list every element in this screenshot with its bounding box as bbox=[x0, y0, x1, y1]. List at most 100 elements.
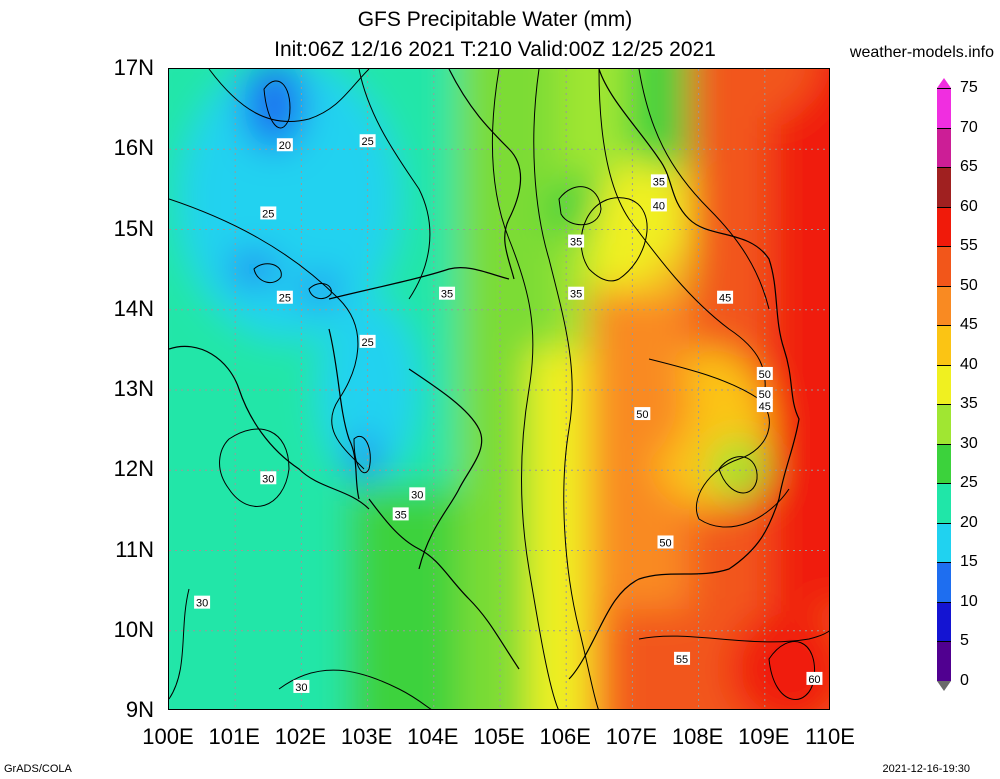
water-field bbox=[169, 69, 829, 709]
latitude-label: 11N bbox=[115, 536, 154, 562]
contour-value-label: 45 bbox=[717, 290, 734, 305]
svg-text:25: 25 bbox=[361, 337, 373, 349]
svg-text:40: 40 bbox=[653, 200, 665, 212]
contour-value-label: 35 bbox=[439, 286, 456, 301]
colorbar-swatch bbox=[937, 206, 951, 246]
longitude-label: 106E bbox=[539, 724, 591, 749]
colorbar-min-arrow bbox=[937, 680, 951, 691]
contour-value-label: 60 bbox=[806, 671, 823, 686]
svg-text:20: 20 bbox=[279, 140, 291, 152]
map-subtitle: Init:06Z 12/16 2021 T:210 Valid:00Z 12/2… bbox=[274, 38, 716, 61]
colorbar-tick-label: 25 bbox=[960, 474, 978, 491]
svg-text:25: 25 bbox=[279, 293, 291, 305]
contour-value-label: 30 bbox=[194, 595, 211, 610]
contour-value-label: 30 bbox=[293, 679, 310, 694]
contour-lines bbox=[169, 69, 829, 709]
longitude-label: 103E bbox=[340, 724, 393, 749]
longitude-label: 104E bbox=[407, 724, 459, 749]
colorbar-swatch bbox=[937, 364, 951, 404]
latitude-label: 12N bbox=[113, 456, 154, 482]
colorbar-swatch bbox=[937, 601, 951, 641]
contour-value-label: 35 bbox=[650, 174, 667, 188]
colorbar-swatch bbox=[937, 167, 951, 207]
svg-text:35: 35 bbox=[570, 237, 582, 249]
colorbar-swatch bbox=[937, 127, 951, 167]
svg-text:30: 30 bbox=[295, 682, 307, 694]
latitude-label: 15N bbox=[113, 215, 154, 241]
svg-text:50: 50 bbox=[636, 409, 648, 421]
coastlines-borders bbox=[169, 69, 800, 680]
longitude-label: 108E bbox=[671, 724, 724, 749]
footer-software: GrADS/COLA bbox=[4, 763, 72, 775]
svg-text:50: 50 bbox=[759, 389, 771, 401]
colorbar-tick-label: 0 bbox=[960, 671, 969, 689]
contour-value-label: 25 bbox=[359, 134, 376, 148]
colorbar-swatch bbox=[937, 641, 951, 681]
colorbar-tick-label: 45 bbox=[960, 316, 978, 333]
longitude-label: 101E bbox=[208, 724, 260, 749]
svg-text:35: 35 bbox=[570, 289, 582, 301]
colorbar-swatch bbox=[937, 246, 951, 286]
contour-value-label: 25 bbox=[260, 206, 277, 220]
colorbar-swatch bbox=[937, 522, 951, 562]
contour-value-label: 50 bbox=[634, 407, 651, 421]
latitude-label: 17N bbox=[113, 55, 154, 80]
colorbar-tick-label: 75 bbox=[960, 79, 978, 96]
svg-text:30: 30 bbox=[196, 598, 208, 610]
contour-value-label: 35 bbox=[392, 507, 409, 521]
svg-text:45: 45 bbox=[719, 293, 731, 305]
contour-value-label: 55 bbox=[674, 651, 691, 666]
colorbar-tick-label: 10 bbox=[960, 592, 978, 610]
contour-value-label: 30 bbox=[409, 487, 426, 501]
svg-text:35: 35 bbox=[653, 176, 665, 188]
colorbar-tick-label: 5 bbox=[960, 632, 969, 649]
contour-value-label: 50 bbox=[756, 387, 773, 401]
colorbar-tick-label: 50 bbox=[960, 276, 978, 294]
svg-text:55: 55 bbox=[676, 654, 688, 666]
colorbar-tick-label: 30 bbox=[960, 434, 978, 452]
contour-value-label: 35 bbox=[568, 234, 585, 249]
map-title: GFS Precipitable Water (mm) bbox=[357, 8, 633, 31]
longitude-label: 109E bbox=[738, 724, 790, 749]
colorbar-swatch bbox=[937, 325, 951, 365]
colorbar-tick-label: 35 bbox=[960, 395, 978, 412]
colorbar-tick-label: 15 bbox=[960, 553, 978, 570]
colorbar-tick-label: 60 bbox=[960, 197, 978, 215]
contour-value-label: 35 bbox=[568, 286, 585, 301]
colorbar-tick-label: 20 bbox=[960, 513, 978, 531]
latitude-label: 16N bbox=[113, 135, 154, 161]
colorbar-swatch bbox=[937, 562, 951, 602]
contour-value-label: 45 bbox=[756, 399, 773, 413]
longitude-label: 102E bbox=[274, 724, 327, 749]
graticule bbox=[169, 69, 829, 709]
colorbar-swatch bbox=[937, 443, 951, 483]
colorbar-swatch bbox=[937, 404, 951, 444]
colorbar-swatch bbox=[937, 285, 951, 325]
colorbar-swatch bbox=[937, 483, 951, 523]
colorbar bbox=[937, 78, 951, 691]
contour-value-label: 25 bbox=[359, 334, 376, 349]
svg-text:45: 45 bbox=[759, 401, 771, 413]
contour-value-label: 40 bbox=[650, 198, 667, 212]
svg-text:30: 30 bbox=[262, 473, 274, 485]
precipitable-water-map: 20 25 25 25 25 35 35 35 35 40 45 50 50 45 50 30 30 35 50 30… bbox=[168, 68, 830, 710]
latitude-label: 13N bbox=[113, 376, 154, 401]
svg-text:50: 50 bbox=[759, 369, 771, 381]
contour-value-label: 50 bbox=[756, 366, 773, 381]
map-canvas: 20 25252525353535354045505045503030355030… bbox=[169, 69, 829, 709]
colorbar-tick-label: 65 bbox=[960, 158, 978, 175]
latitude-label: 14N bbox=[113, 295, 154, 321]
contour-value-label: 20 bbox=[276, 138, 293, 152]
contour-value-label: 30 bbox=[260, 471, 277, 485]
colorbar-tick-label: 55 bbox=[960, 237, 978, 254]
colorbar-tick-label: 70 bbox=[960, 118, 978, 136]
svg-text:60: 60 bbox=[808, 674, 820, 686]
longitude-label: 105E bbox=[473, 724, 525, 749]
longitude-label: 110E bbox=[805, 724, 855, 749]
contour-value-label: 50 bbox=[657, 535, 674, 549]
contour-value-label: 25 bbox=[276, 290, 293, 305]
longitude-label: 100E bbox=[142, 724, 194, 749]
svg-text:35: 35 bbox=[395, 509, 407, 521]
footer-timestamp: 2021-12-16-19:30 bbox=[882, 763, 970, 775]
svg-text:35: 35 bbox=[441, 289, 453, 301]
